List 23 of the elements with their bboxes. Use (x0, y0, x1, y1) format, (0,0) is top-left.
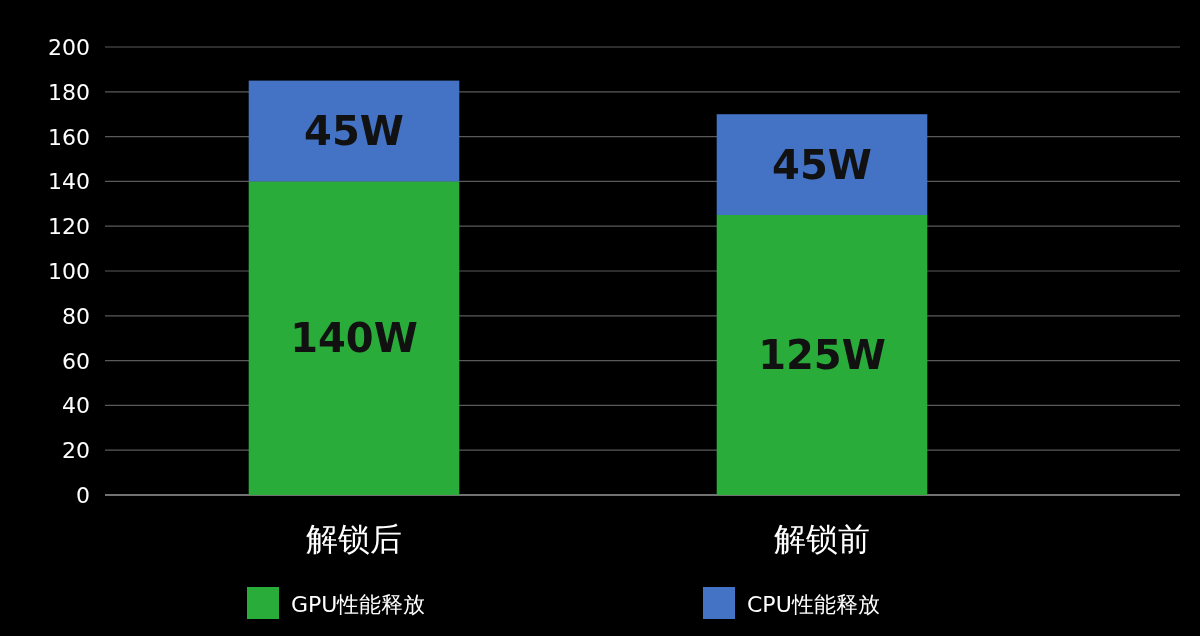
data-label: 45W (772, 141, 872, 188)
legend-label: CPU性能释放 (747, 592, 880, 617)
y-tick-label: 0 (76, 483, 90, 508)
y-tick-label: 200 (48, 35, 90, 60)
x-tick-label: 解锁后 (306, 520, 402, 558)
data-label: 140W (290, 315, 418, 362)
y-tick-label: 20 (62, 438, 90, 464)
y-tick-label: 180 (48, 79, 90, 105)
y-tick-label: 160 (48, 124, 90, 150)
legend-label: GPU性能释放 (291, 592, 426, 617)
y-tick-label: 140 (48, 169, 90, 195)
bar (716, 114, 928, 215)
bar (716, 215, 928, 495)
y-tick-label: 60 (62, 348, 90, 374)
bar (248, 181, 460, 495)
bar (248, 80, 460, 182)
y-tick-label: 100 (48, 259, 90, 284)
data-label: 45W (304, 108, 404, 154)
y-tick-label: 120 (48, 214, 90, 240)
y-tick-label: 80 (62, 303, 90, 329)
x-tick-label: 解锁前 (774, 520, 870, 558)
data-label: 125W (758, 332, 886, 378)
y-tick-label: 40 (62, 393, 90, 419)
